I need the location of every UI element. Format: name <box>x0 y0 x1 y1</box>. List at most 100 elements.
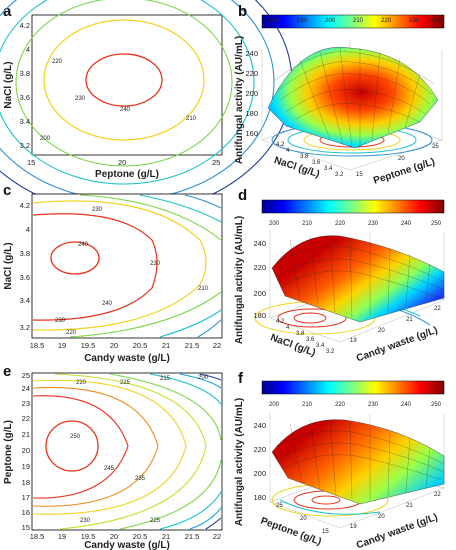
ytick-d: 3.2 <box>326 349 335 355</box>
xtick-a: 15 <box>27 158 35 167</box>
clabel-220-a: 220 <box>52 59 63 65</box>
y-axis-label-a: NaCl (g/L) <box>3 61 14 108</box>
xtick-b: 25 <box>432 144 439 150</box>
clabel-240-a: 240 <box>120 107 131 113</box>
z-ticks-f: 180 200 220 240 <box>253 421 266 502</box>
contour-230-a <box>43 19 205 141</box>
xtick-e: 21 <box>162 532 170 541</box>
clabel-e: 200 <box>198 375 209 381</box>
ytick-d: 4 <box>286 325 290 331</box>
xtick-d: 22 <box>434 306 441 312</box>
panel-label-a: a <box>3 3 12 20</box>
ytick-b: 3.6 <box>312 160 321 166</box>
contour-labels-e: 220 225 215 200 250 245 235 230 225 <box>70 375 209 524</box>
panel-e: e 220 225 215 200 250 245 235 230 225 18… <box>3 363 223 550</box>
ytick-b: 3.4 <box>324 166 333 172</box>
y-ticks-f: 25 20 15 <box>276 503 329 535</box>
clabel-230c-c: 230 <box>150 261 161 267</box>
ytick-e: 19 <box>22 462 30 471</box>
clabel-e: 215 <box>160 376 171 382</box>
x-ticks-a: 15 20 25 <box>27 158 220 167</box>
ztick-f: 200 <box>253 469 266 478</box>
contour-240-a <box>85 53 163 107</box>
cbar-tick-d: 200 <box>269 221 280 227</box>
xtick-a: 20 <box>118 158 126 167</box>
ytick-e: 21 <box>22 430 30 439</box>
panel-label-d: d <box>238 187 247 204</box>
xtick-c: 20 <box>110 341 118 350</box>
cbar-tick-f: 200 <box>269 402 280 408</box>
xtick-c: 22 <box>213 341 221 350</box>
contour-lines-e <box>32 373 222 530</box>
ytick-f: 20 <box>300 516 307 522</box>
contour-plot-area-a <box>31 14 223 156</box>
xtick-b: 20 <box>398 156 405 162</box>
clabel-e: 225 <box>120 380 131 386</box>
ytick-e: 24 <box>22 384 30 393</box>
ytick-e: 25 <box>22 371 30 380</box>
contour-240-c <box>50 241 100 275</box>
xtick-d: 21 <box>406 317 413 323</box>
ytick-a: 4.2 <box>20 21 30 30</box>
response-surface-f <box>271 419 445 505</box>
surface-mesh-f <box>275 419 445 501</box>
xtick-c: 21.5 <box>185 341 200 350</box>
panel-b: b 180 190 200 210 220 230 240 <box>234 3 445 187</box>
ytick-e: 16 <box>22 508 30 517</box>
ytick-c: 4 <box>26 225 30 234</box>
contour-labels-c: 230 240 240 230 220 230 210 <box>55 207 209 336</box>
z-ticks-d: 180 200 220 240 <box>253 239 266 320</box>
ytick-c: 3.8 <box>20 249 30 258</box>
response-surface-b <box>267 46 439 149</box>
panel-f: f 200 210 220 230 240 250 <box>234 370 445 550</box>
colorbar-f <box>261 380 445 395</box>
ytick-c: 3.6 <box>20 273 30 282</box>
xtick-e: 18.5 <box>30 532 45 541</box>
ztick-b: 180 <box>245 109 258 118</box>
z-axis-label-d: Antifungal activity (AU/mL) <box>234 216 245 344</box>
xtick-e: 19.5 <box>81 532 96 541</box>
ytick-d: 3.4 <box>316 343 325 349</box>
clabel-e: 235 <box>135 476 146 482</box>
xtick-f: 20 <box>378 514 385 520</box>
y-ticks-e: 15 16 17 18 19 20 21 22 23 24 25 <box>22 371 30 532</box>
ytick-f: 25 <box>276 503 283 509</box>
x-axis-label-e: Candy waste (g/L) <box>84 540 170 550</box>
contour-220-e <box>149 373 222 530</box>
x-ticks-e: 18.5 19 19.5 20 20.5 21 21.5 22 <box>30 532 221 541</box>
cbar-tick-d: 220 <box>335 221 346 227</box>
ytick-e: 22 <box>22 414 30 423</box>
xtick-d: 19 <box>350 338 357 344</box>
ztick-d: 240 <box>253 239 266 248</box>
contour-200-c <box>184 194 222 338</box>
clabel-240b-c: 240 <box>102 301 113 307</box>
xtick-f: 21 <box>406 503 413 509</box>
contour-215-e <box>179 373 222 530</box>
y-ticks-d: 4.2 4 3.8 3.6 3.4 3.2 <box>276 319 335 355</box>
ytick-a: 3.8 <box>20 69 30 78</box>
clabel-240-c: 240 <box>78 242 89 248</box>
ytick-d: 4.2 <box>276 319 285 325</box>
xtick-c: 21 <box>162 341 170 350</box>
contour-220-a <box>15 0 233 167</box>
cbar-tick-d: 250 <box>431 221 442 227</box>
clabel-e: 220 <box>76 380 87 386</box>
xtick-f: 19 <box>350 524 357 530</box>
xtick-c: 19.5 <box>81 341 96 350</box>
clabel-e: 230 <box>80 518 91 524</box>
ytick-e: 20 <box>22 446 30 455</box>
contour-210-c <box>139 194 222 338</box>
panel-label-b: b <box>238 3 247 20</box>
xtick-e: 22 <box>213 532 221 541</box>
cbar-tick-b: 230 <box>409 18 420 24</box>
surface-mesh-d <box>277 235 445 319</box>
cbar-tick-f: 240 <box>401 402 412 408</box>
cbar-tick-b: 200 <box>325 18 336 24</box>
contour-200-e <box>199 373 222 530</box>
xtick-e: 20 <box>110 532 118 541</box>
ytick-a: 4 <box>26 45 30 54</box>
xtick-c: 19 <box>58 341 66 350</box>
clabel-210-c: 210 <box>198 286 209 292</box>
ytick-a: 3.6 <box>20 93 30 102</box>
